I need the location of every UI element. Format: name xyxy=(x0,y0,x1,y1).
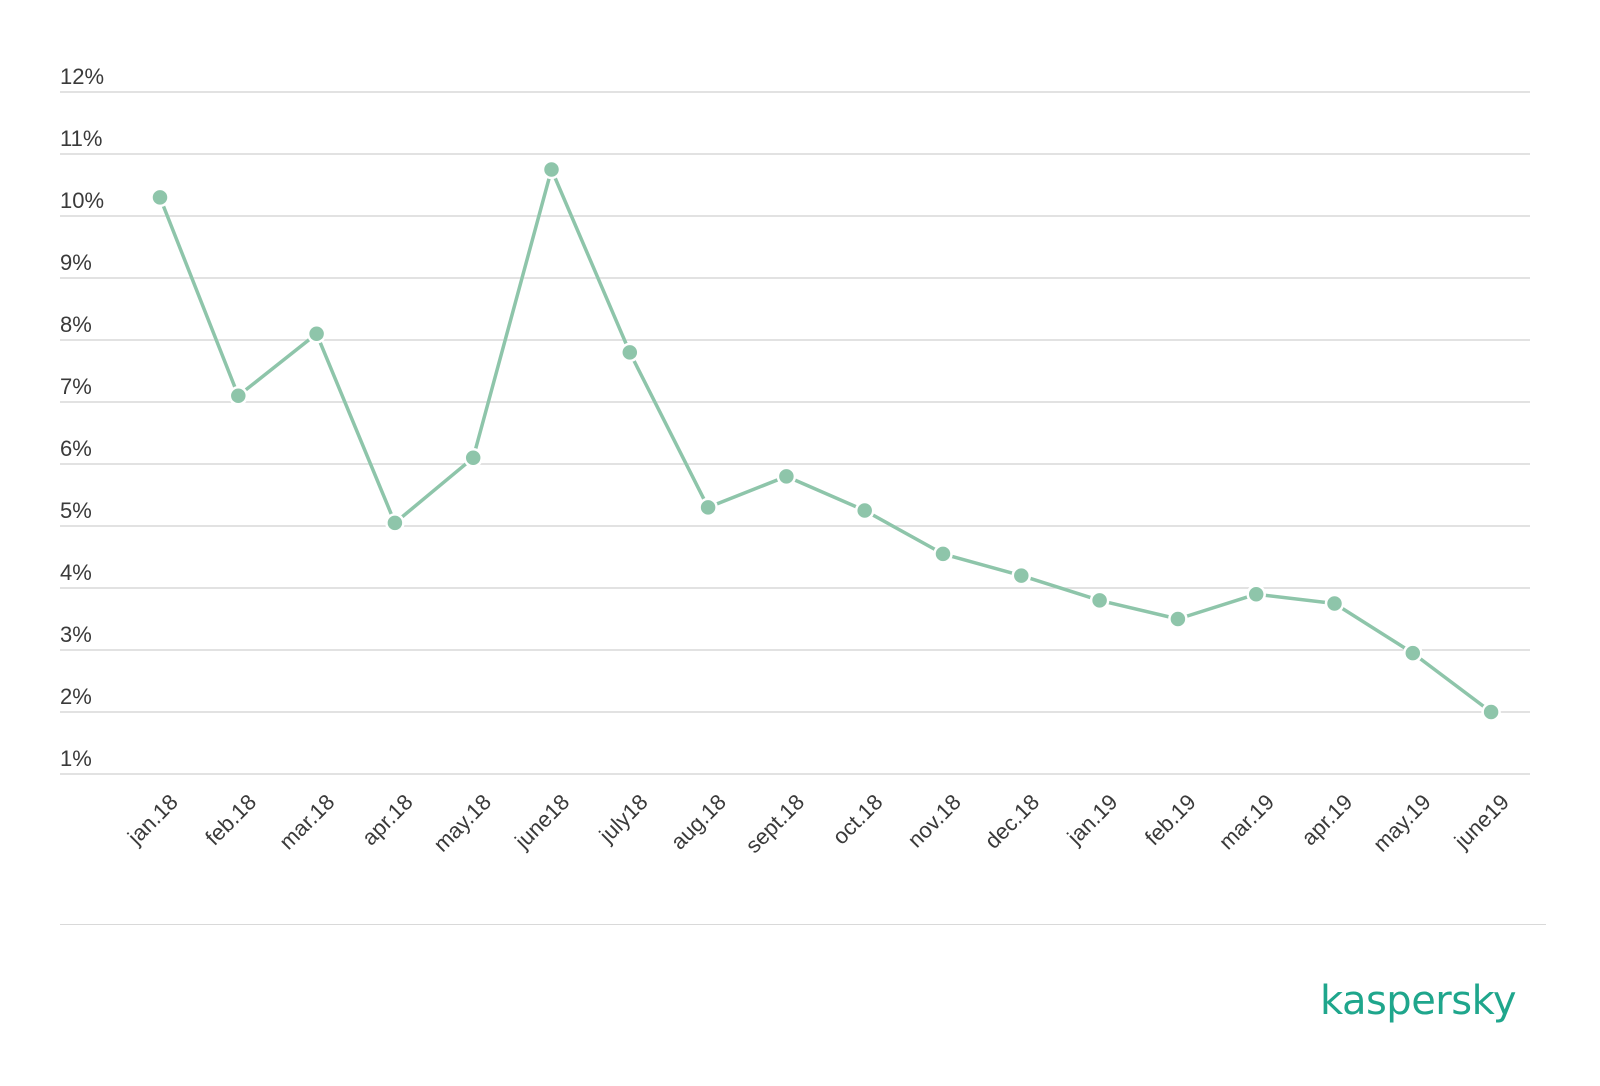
y-tick-label: 11% xyxy=(60,126,102,151)
y-tick-label: 2% xyxy=(60,684,92,709)
x-tick-label: sept.18 xyxy=(741,789,810,858)
x-tick-label: jan.19 xyxy=(1062,789,1123,850)
data-point xyxy=(385,513,405,533)
data-point xyxy=(933,544,953,564)
x-tick-label: nov.18 xyxy=(903,789,966,852)
x-tick-label: aug.18 xyxy=(666,789,731,854)
x-tick-label: feb.18 xyxy=(200,789,261,850)
series-line xyxy=(158,167,1493,714)
x-tick-label: may.19 xyxy=(1368,789,1436,857)
data-point xyxy=(1089,590,1110,611)
y-tick-label: 6% xyxy=(60,436,92,461)
x-tick-label: dec.18 xyxy=(980,789,1044,853)
data-point xyxy=(1481,702,1501,722)
y-tick-label: 9% xyxy=(60,250,92,275)
data-point xyxy=(1011,565,1032,586)
data-point xyxy=(306,324,327,344)
footer-divider xyxy=(60,924,1546,925)
x-tick-label: july18 xyxy=(594,789,653,848)
x-tick-label: jan.18 xyxy=(122,789,183,850)
kaspersky-logo: kaspersky xyxy=(1319,978,1517,1024)
y-tick-label: 1% xyxy=(60,746,92,771)
data-point xyxy=(1403,643,1423,663)
data-point xyxy=(541,159,562,180)
y-tick-label: 5% xyxy=(60,498,92,523)
x-tick-label: mar.19 xyxy=(1214,789,1279,854)
y-tick-label: 12% xyxy=(60,64,104,89)
x-tick-label: feb.19 xyxy=(1140,789,1201,850)
x-tick-label: apr.18 xyxy=(357,789,418,850)
x-tick-label: june19 xyxy=(1449,789,1514,854)
data-point xyxy=(1246,584,1266,604)
y-tick-label: 7% xyxy=(60,374,92,399)
data-point xyxy=(228,386,249,406)
y-tick-label: 4% xyxy=(60,560,92,585)
x-tick-label: june18 xyxy=(509,789,574,854)
x-tick-label: may.18 xyxy=(429,789,497,857)
x-tick-label: apr.19 xyxy=(1296,789,1357,850)
x-tick-label: oct.18 xyxy=(827,789,887,849)
data-point xyxy=(150,187,170,208)
y-tick-label: 8% xyxy=(60,312,92,337)
data-point xyxy=(1168,609,1188,629)
data-point xyxy=(1324,593,1345,614)
y-tick-label: 3% xyxy=(60,622,92,647)
data-point xyxy=(776,466,797,487)
data-point xyxy=(854,500,875,521)
data-point xyxy=(620,342,640,363)
data-point xyxy=(698,497,718,518)
x-tick-label: mar.18 xyxy=(274,789,339,854)
data-point xyxy=(463,448,483,468)
y-tick-label: 10% xyxy=(60,188,104,213)
